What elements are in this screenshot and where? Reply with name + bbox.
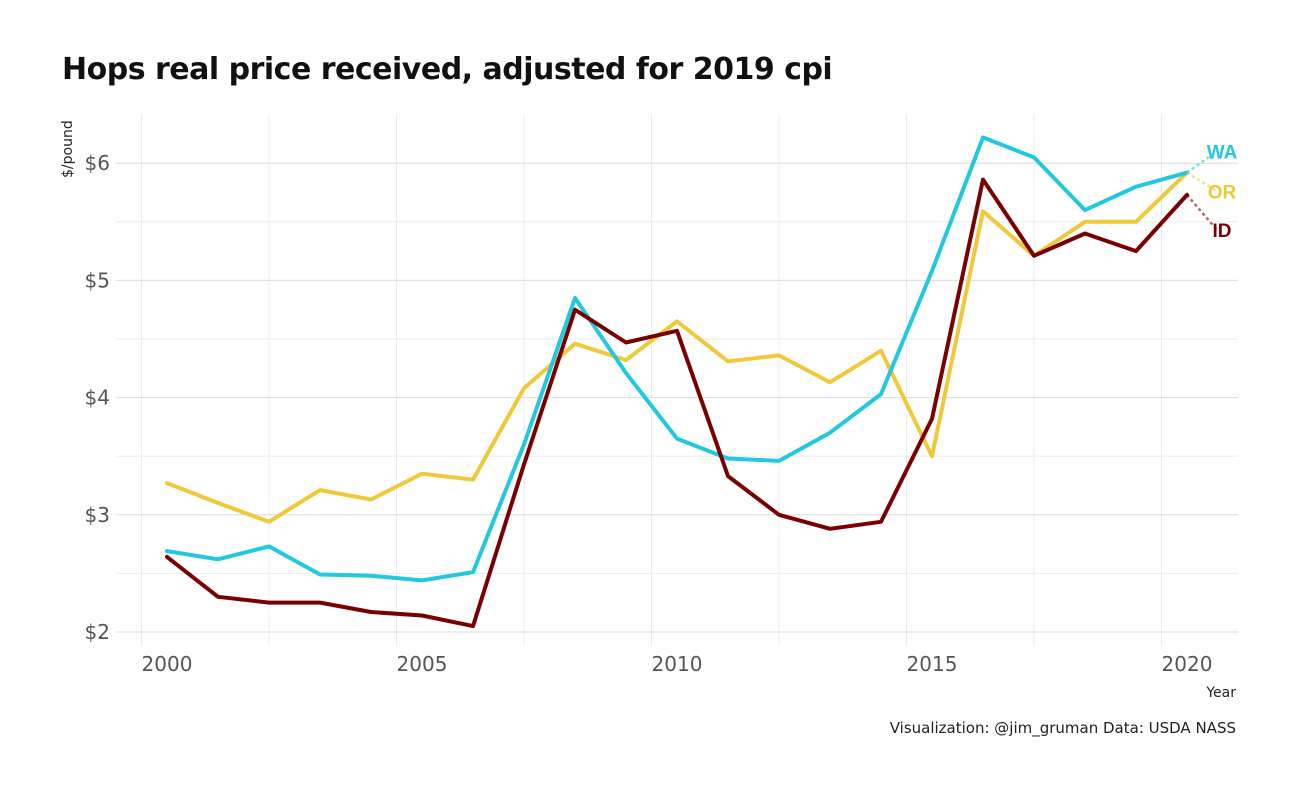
y-tick-label: $2: [85, 620, 110, 644]
y-tick-label: $6: [85, 151, 110, 175]
connector-wa: [1186, 150, 1218, 174]
x-tick-label: 2010: [652, 652, 703, 676]
end-labels: WA OR ID: [1207, 142, 1238, 242]
series-line-or: [165, 170, 1189, 524]
chart-title: Hops real price received, adjusted for 2…: [62, 52, 833, 87]
end-label-or: OR: [1208, 182, 1237, 203]
label-connectors: [1186, 150, 1218, 231]
connector-id: [1186, 194, 1218, 231]
grid-lines: [116, 114, 1238, 646]
y-tick-label: $5: [85, 268, 110, 292]
x-tick-label: 2000: [142, 652, 193, 676]
x-tick-label: 2005: [397, 652, 448, 676]
series-line-id: [165, 177, 1189, 629]
tick-labels: 2000 2005 2010 2015 2020 $2 $3 $4 $5 $6: [85, 151, 1213, 676]
y-axis-title: $/pound: [60, 120, 76, 178]
x-tick-label: 2020: [1162, 652, 1213, 676]
caption: Visualization: @jim_gruman Data: USDA NA…: [889, 719, 1236, 737]
series-lines: [165, 135, 1189, 629]
x-axis-title: Year: [1205, 685, 1236, 701]
end-label-id: ID: [1213, 221, 1232, 242]
series-line-wa: [165, 135, 1189, 583]
y-tick-label: $3: [85, 503, 110, 527]
end-label-wa: WA: [1207, 142, 1238, 163]
x-tick-label: 2015: [907, 652, 958, 676]
y-tick-label: $4: [85, 386, 110, 410]
